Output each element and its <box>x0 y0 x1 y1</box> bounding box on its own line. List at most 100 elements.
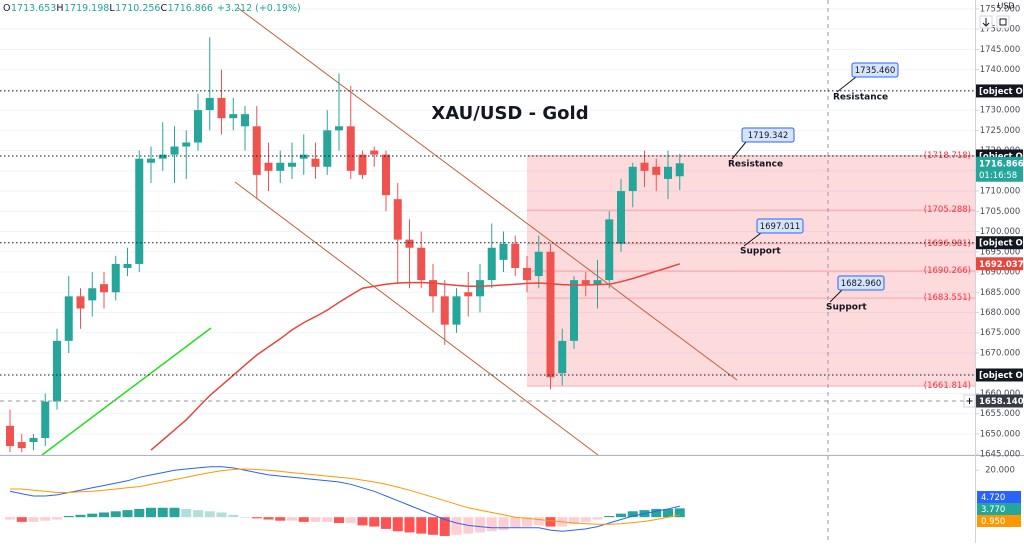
callout-price: 1682.960 <box>841 279 882 289</box>
histogram-bar <box>16 517 27 522</box>
price-line-box <box>976 84 1023 98</box>
candle-body <box>523 267 531 281</box>
candle-body <box>346 126 355 171</box>
histogram-bar <box>310 517 321 522</box>
candle-body <box>393 199 402 240</box>
y-tick-label: 1670.000 <box>980 348 1021 358</box>
histogram-bar <box>404 517 415 533</box>
callout-arrow <box>836 76 857 93</box>
histogram-bar <box>110 511 121 518</box>
ohlc-letter: L <box>109 3 115 14</box>
y-tick-label: 1655.000 <box>980 409 1021 419</box>
fib-label: (1683.551) <box>924 293 971 303</box>
candle-body <box>205 97 214 111</box>
histogram-bar <box>428 517 438 535</box>
value-box-label: 3.770 <box>981 505 1005 515</box>
candle-body <box>53 340 61 402</box>
callout-text: Support <box>826 303 867 313</box>
current-price-box <box>976 156 1023 182</box>
price-line-box-label: 1658.140 <box>979 397 1024 407</box>
y-tick-label: 20.000 <box>985 466 1015 476</box>
candle-body <box>558 340 567 374</box>
price-line-box <box>976 236 1023 250</box>
y-tick-label: 1660.000 <box>980 389 1021 399</box>
histogram-bar <box>263 517 274 520</box>
candle-body <box>652 166 661 175</box>
y-tick-label: 1755.000 <box>980 4 1021 14</box>
ma-value-box <box>976 257 1023 271</box>
y-tick-label: 1750.000 <box>980 25 1021 35</box>
candle-body <box>276 162 285 171</box>
ohlc-value: 1716.866 <box>168 3 213 14</box>
histogram-bar <box>663 508 673 518</box>
y-tick-label: 1725.000 <box>980 126 1021 136</box>
value-box-label: 0.950 <box>981 517 1005 527</box>
candle-body <box>335 126 343 131</box>
histogram-bar <box>486 517 497 532</box>
plus-icon <box>966 397 973 404</box>
callout-arrow <box>731 141 747 160</box>
histogram-bar <box>369 517 380 527</box>
histogram-bar <box>52 517 62 520</box>
zone-box <box>527 155 975 387</box>
histogram-bar <box>99 512 109 518</box>
histogram-bar <box>522 517 532 527</box>
y-tick-label: 1730.000 <box>980 106 1021 116</box>
callout-price: 1697.011 <box>760 222 801 232</box>
channel-upper <box>237 7 738 381</box>
price-line-box-label: [object Object] <box>979 371 1024 381</box>
candle-body <box>100 284 108 293</box>
candle-body <box>499 243 508 260</box>
y-tick-label: 1685.000 <box>980 288 1021 298</box>
candle-body <box>452 296 461 325</box>
price-line-box-label: [object Object] <box>979 87 1024 97</box>
ohlc-letter: H <box>56 3 63 14</box>
candle-body <box>217 97 226 119</box>
channel-lower <box>234 181 599 456</box>
currency: USD <box>997 2 1014 11</box>
ma-value-box-label: 1692.037 <box>979 260 1024 270</box>
candle-body <box>29 437 38 443</box>
y-tick-label: 1705.000 <box>980 207 1021 217</box>
candle-body <box>546 251 555 378</box>
candle-body <box>605 219 614 281</box>
callout-text: Resistance <box>833 93 888 103</box>
histogram-bar <box>287 517 297 521</box>
candle-body <box>41 401 50 438</box>
histogram-bar <box>545 517 556 527</box>
histogram-bar <box>157 507 168 518</box>
candle-body <box>194 110 202 143</box>
candle-body <box>252 126 261 175</box>
chart-title: XAU/USD - Gold <box>431 103 588 124</box>
y-tick-label: 1675.000 <box>980 328 1021 338</box>
arrow-icon <box>982 18 990 27</box>
ohlc-letter: O <box>3 3 10 14</box>
fib-label: (1690.266) <box>924 266 971 276</box>
candle-body <box>405 239 414 248</box>
ohlc-value: 1713.653 <box>11 3 56 14</box>
current-price-label: 1716.866 <box>979 159 1024 169</box>
candle-body <box>476 280 484 297</box>
histogram-bar <box>193 510 203 518</box>
countdown: 01:16:58 <box>979 171 1017 181</box>
candle-body <box>370 150 379 155</box>
settings-button[interactable] <box>996 15 1010 29</box>
candle-body <box>593 280 602 285</box>
histogram-bar <box>580 517 591 522</box>
histogram-bar <box>439 517 450 536</box>
macd-line <box>9 466 680 532</box>
candle-body <box>88 288 97 301</box>
histogram-bar <box>134 508 145 518</box>
candle-body <box>570 280 578 341</box>
y-tick-label: 1680.000 <box>980 308 1021 318</box>
candle-body <box>299 154 308 159</box>
candle-body <box>64 296 73 341</box>
fib-label: (1705.288) <box>924 205 971 215</box>
value-box <box>977 491 1021 503</box>
price-line-box <box>976 394 1023 408</box>
candle-body <box>617 191 625 244</box>
y-tick-label: 1695.000 <box>980 247 1021 257</box>
square-icon <box>999 18 1007 26</box>
